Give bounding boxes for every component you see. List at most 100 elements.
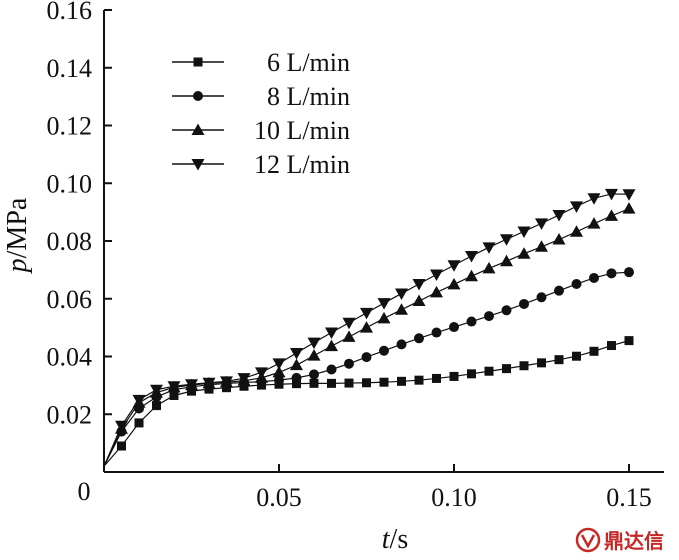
data-point <box>519 361 529 371</box>
legend-entry-2: 8 L/min <box>172 82 350 111</box>
data-point <box>430 269 443 281</box>
data-point <box>432 373 441 383</box>
legend-marker <box>191 123 205 135</box>
x-tick-label: 0.15 <box>606 483 652 512</box>
data-point <box>519 298 529 309</box>
data-point <box>360 321 373 333</box>
data-point <box>500 234 513 246</box>
data-point <box>414 333 424 344</box>
data-point <box>396 339 407 350</box>
legend-label: 10 L/min <box>254 116 350 145</box>
x-tick-label: 0.10 <box>431 483 477 512</box>
y-tick-label: 0.08 <box>47 227 93 256</box>
x-axis-label: t/s <box>382 524 408 555</box>
data-point <box>344 358 354 369</box>
data-point <box>430 285 443 298</box>
data-point <box>431 327 442 338</box>
data-point <box>412 279 426 291</box>
data-point <box>449 371 459 381</box>
axes <box>103 10 664 473</box>
data-point <box>607 341 616 351</box>
y-tick-label: 0.10 <box>47 169 93 198</box>
data-point <box>290 348 303 360</box>
data-point <box>292 379 301 389</box>
data-point <box>589 272 599 283</box>
data-point <box>377 298 391 310</box>
data-point <box>327 378 336 388</box>
legend-marker <box>191 159 205 171</box>
data-point <box>360 307 373 320</box>
origin-label: 0 <box>78 477 91 506</box>
legend-label: 8 L/min <box>267 82 350 111</box>
watermark: 鼎达信 <box>575 527 664 553</box>
data-point <box>536 292 547 303</box>
data-point <box>500 254 513 267</box>
data-point <box>535 218 548 230</box>
x-axis-label-var: t <box>382 524 391 555</box>
data-point <box>622 202 636 214</box>
data-point <box>291 372 302 383</box>
y-axis-label-var: p <box>2 258 33 274</box>
data-point <box>395 303 408 315</box>
data-point <box>606 268 617 279</box>
data-point <box>361 352 372 363</box>
data-point <box>554 355 564 365</box>
data-point <box>202 377 216 390</box>
data-point <box>570 225 583 237</box>
data-point <box>554 285 564 296</box>
data-point <box>379 345 389 356</box>
data-point <box>342 330 356 342</box>
data-point <box>325 339 338 352</box>
legend-entry-1: 6 L/min <box>172 48 350 77</box>
legend-label: 12 L/min <box>254 150 350 179</box>
legend: 6 L/min 8 L/min 10 L/min 12 L/min <box>172 48 350 179</box>
data-point <box>587 217 601 229</box>
data-point <box>482 242 496 254</box>
data-point <box>447 277 461 290</box>
series-group <box>103 188 636 467</box>
series-line <box>103 271 630 467</box>
data-point <box>517 226 531 238</box>
data-point <box>605 188 618 201</box>
series-3 <box>103 202 636 467</box>
data-point <box>342 317 356 330</box>
y-tick-label: 0.16 <box>47 0 93 25</box>
x-axis-ticks: 0.05 0.10 0.15 <box>256 464 652 512</box>
y-axis-label: p/MPa <box>2 197 33 274</box>
data-point <box>169 390 179 400</box>
legend-entry-4: 12 L/min <box>172 150 350 179</box>
y-axis-label-unit: /MPa <box>2 197 33 258</box>
data-point <box>465 269 478 282</box>
data-point <box>344 378 354 388</box>
data-point <box>377 311 391 324</box>
data-point <box>309 378 319 388</box>
data-point <box>220 376 233 388</box>
data-point <box>624 267 634 278</box>
data-point <box>465 251 478 263</box>
data-point <box>570 201 583 213</box>
y-tick-label: 0.06 <box>47 285 93 314</box>
data-point <box>307 349 321 361</box>
legend-label: 6 L/min <box>267 48 350 77</box>
data-point <box>117 441 126 451</box>
data-point <box>272 358 286 370</box>
data-point <box>501 305 512 316</box>
data-point <box>449 322 459 333</box>
y-tick-label: 0.12 <box>47 112 93 141</box>
data-point <box>572 351 581 361</box>
data-point <box>167 381 181 393</box>
data-point <box>482 261 496 274</box>
y-axis-ticks: 0.02 0.04 0.06 0.08 0.10 0.12 0.14 0.16 <box>47 0 112 429</box>
data-point <box>467 369 476 379</box>
data-point <box>571 279 582 290</box>
data-point <box>274 375 284 386</box>
watermark-text: 鼎达信 <box>604 529 664 553</box>
legend-marker <box>193 57 203 67</box>
series-line <box>103 208 630 467</box>
data-point <box>484 366 494 376</box>
data-point <box>502 364 511 374</box>
data-point <box>237 373 251 385</box>
data-point <box>132 394 146 407</box>
data-point <box>624 336 634 346</box>
